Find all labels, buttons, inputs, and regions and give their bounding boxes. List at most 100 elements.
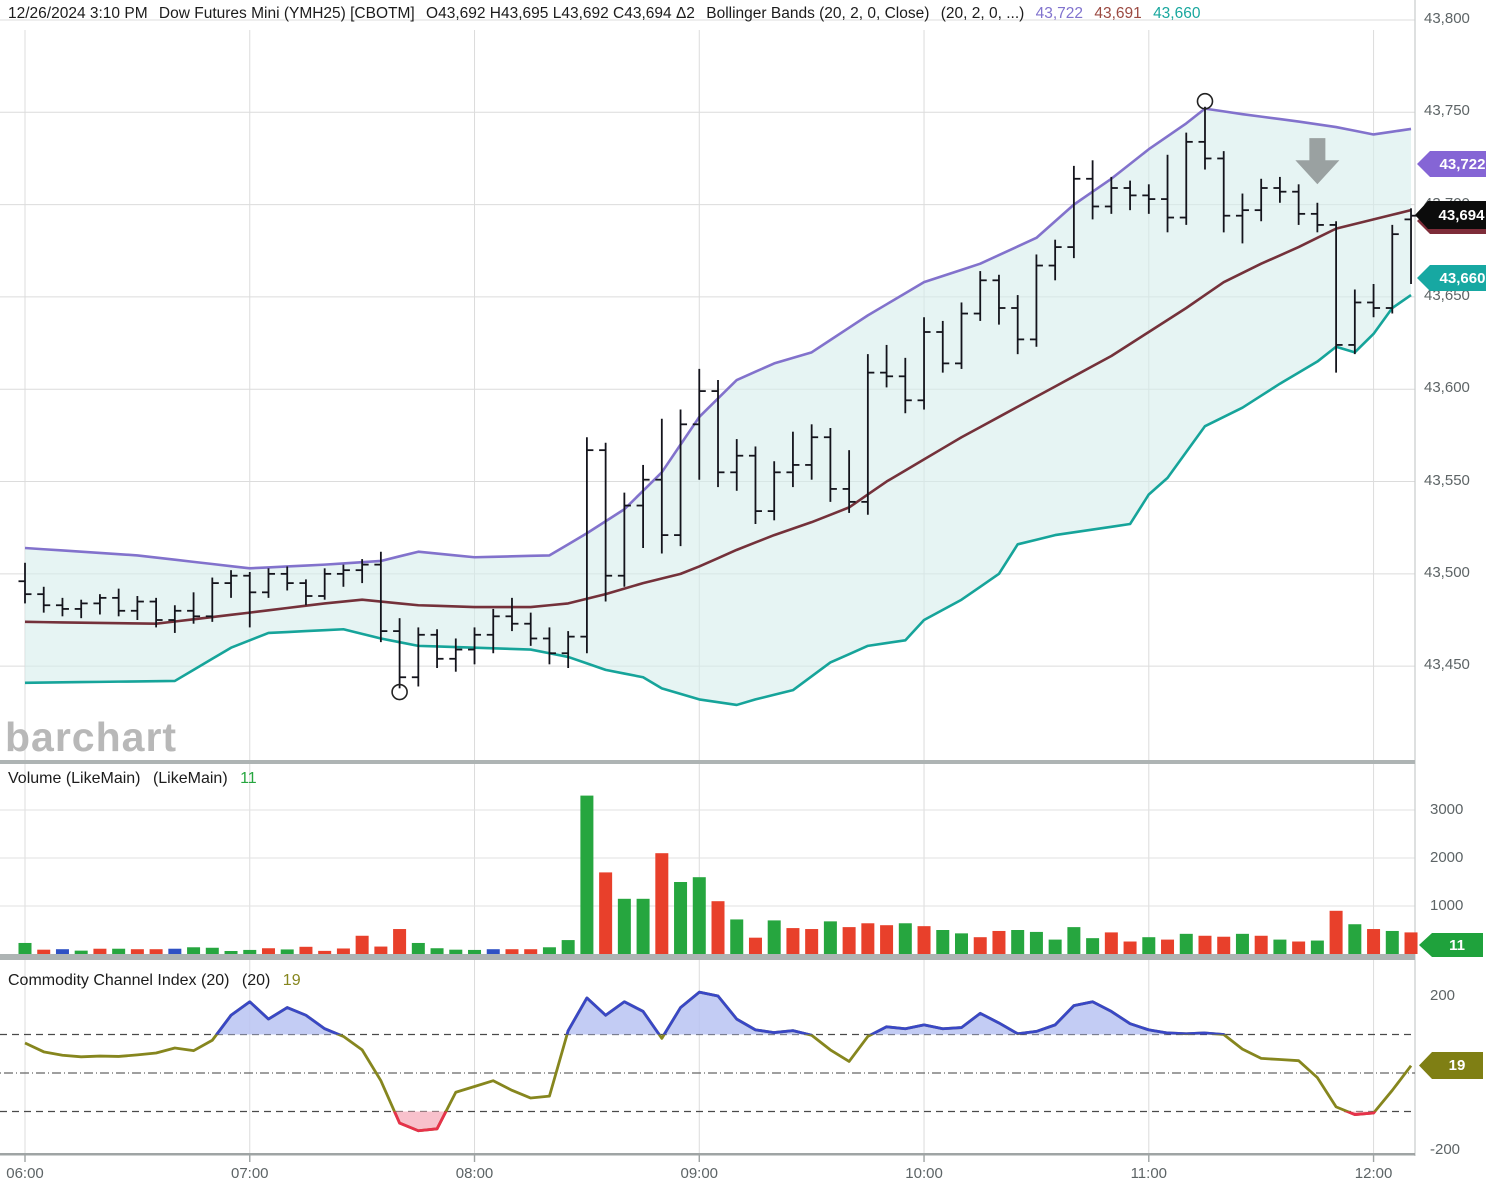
volume-bar: [55, 949, 69, 954]
volume-bar: [711, 901, 725, 954]
volume-bar: [1123, 941, 1137, 954]
volume-bar: [224, 951, 238, 954]
volume-bar: [842, 927, 856, 954]
high-circle-marker: [1196, 92, 1214, 110]
header-ohlc-quote: O43,692 H43,695 L43,692 C43,694 Δ2: [426, 5, 695, 22]
volume-bar: [243, 949, 257, 954]
volume-bar: [430, 948, 444, 954]
volume-bar: [280, 949, 294, 954]
volume-bar: [1310, 940, 1324, 954]
cci-current-value: 19: [282, 972, 301, 989]
ohlc-price-bars: [18, 106, 1418, 689]
volume-bar: [336, 948, 350, 954]
volume-bar: [1067, 927, 1081, 954]
volume-bar: [93, 948, 107, 954]
volume-bar: [1142, 937, 1156, 954]
volume-bar: [318, 950, 332, 954]
cci-value-badge: 19: [1419, 1052, 1483, 1079]
volume-bar: [393, 929, 407, 954]
volume-bar: [617, 898, 631, 954]
volume-bar: [112, 948, 126, 954]
volume-bar: [1029, 931, 1043, 954]
volume-bar: [1235, 933, 1249, 954]
volume-bar: [936, 930, 950, 954]
volume-bar: [1254, 935, 1268, 954]
header-study-params: (20, 2, 0, ...): [940, 5, 1025, 22]
volume-bar: [1329, 910, 1343, 954]
volume-bar: [1404, 932, 1418, 954]
volume-bar: [805, 929, 819, 954]
volume-bar: [187, 947, 201, 954]
chart-header-legend: 12/26/2024 3:10 PM Dow Futures Mini (YMH…: [8, 5, 1207, 23]
volume-panel-legend: Volume (LikeMain) (LikeMain) 11: [8, 770, 265, 788]
bollinger-middle-line: [24, 208, 1412, 626]
volume-bar: [1348, 924, 1362, 954]
volume-bar: [1198, 935, 1212, 954]
volume-bar: [1217, 936, 1231, 954]
volume-bar: [823, 921, 837, 954]
cci-line-overbought: [214, 990, 1226, 1035]
header-study-label: Bollinger Bands (20, 2, 0, Close): [706, 5, 930, 22]
volume-bars: [18, 795, 1418, 954]
volume-bar: [955, 933, 968, 954]
volume-bar: [674, 882, 688, 954]
cci-panel-legend: Commodity Channel Index (20) (20) 19: [8, 972, 309, 990]
volume-bar: [486, 949, 500, 954]
cci-plot: [0, 990, 1415, 1133]
header-band-middle-value: 43,691: [1094, 5, 1142, 22]
volume-study-label: Volume (LikeMain): [8, 770, 141, 787]
volume-bar: [37, 949, 51, 954]
low-circle-marker: [391, 683, 408, 701]
volume-bar: [1086, 938, 1100, 954]
cci-study-label: Commodity Channel Index (20): [8, 972, 230, 989]
volume-bar: [468, 949, 482, 954]
lower-band-price-badge: 43,660: [1417, 265, 1486, 291]
volume-bar: [355, 935, 369, 954]
volume-bar: [599, 872, 613, 954]
volume-bar: [205, 947, 219, 954]
volume-bar: [973, 937, 987, 954]
volume-bar: [449, 949, 463, 954]
upper-band-price-badge: 43,722: [1417, 151, 1486, 177]
panel-separators: [0, 760, 1415, 1162]
volume-bar: [168, 948, 182, 954]
volume-bar: [1292, 941, 1306, 954]
volume-bar: [692, 877, 706, 954]
volume-bar: [411, 942, 425, 954]
volume-bar: [730, 919, 744, 954]
volume-current-value: 11: [240, 770, 257, 787]
volume-bar: [1273, 939, 1287, 954]
chart-annotations: [391, 92, 1340, 701]
volume-bar: [861, 923, 875, 954]
volume-bar: [1179, 933, 1193, 954]
cci-study-params: (20): [241, 972, 271, 989]
header-datetime: 12/26/2024 3:10 PM: [8, 5, 148, 22]
volume-bar: [542, 947, 556, 954]
volume-study-params: (LikeMain): [152, 770, 228, 787]
last-price-badge: 43,694: [1415, 201, 1486, 229]
volume-bar: [561, 940, 575, 954]
volume-bar: [1161, 939, 1175, 954]
volume-bar: [580, 795, 594, 954]
volume-bar: [767, 920, 781, 954]
cci-overbought-fill: [25, 992, 1412, 1035]
header-band-upper-value: 43,722: [1035, 5, 1084, 22]
header-band-lower-value: 43,660: [1153, 5, 1201, 22]
volume-bar: [786, 928, 800, 954]
volume-bar: [505, 949, 519, 954]
volume-bar: [149, 949, 163, 954]
volume-bar: [880, 925, 894, 954]
volume-bar: [898, 923, 912, 954]
volume-bar: [74, 950, 88, 954]
volume-bar: [374, 946, 388, 954]
volume-bar: [299, 946, 313, 954]
volume-bar: [1385, 930, 1399, 954]
down-arrow-icon: [1295, 138, 1340, 185]
volume-bar: [636, 898, 650, 954]
volume-bar: [655, 853, 669, 954]
volume-value-badge: 11: [1419, 933, 1483, 957]
volume-bar: [130, 949, 144, 954]
volume-bar: [1367, 929, 1381, 954]
